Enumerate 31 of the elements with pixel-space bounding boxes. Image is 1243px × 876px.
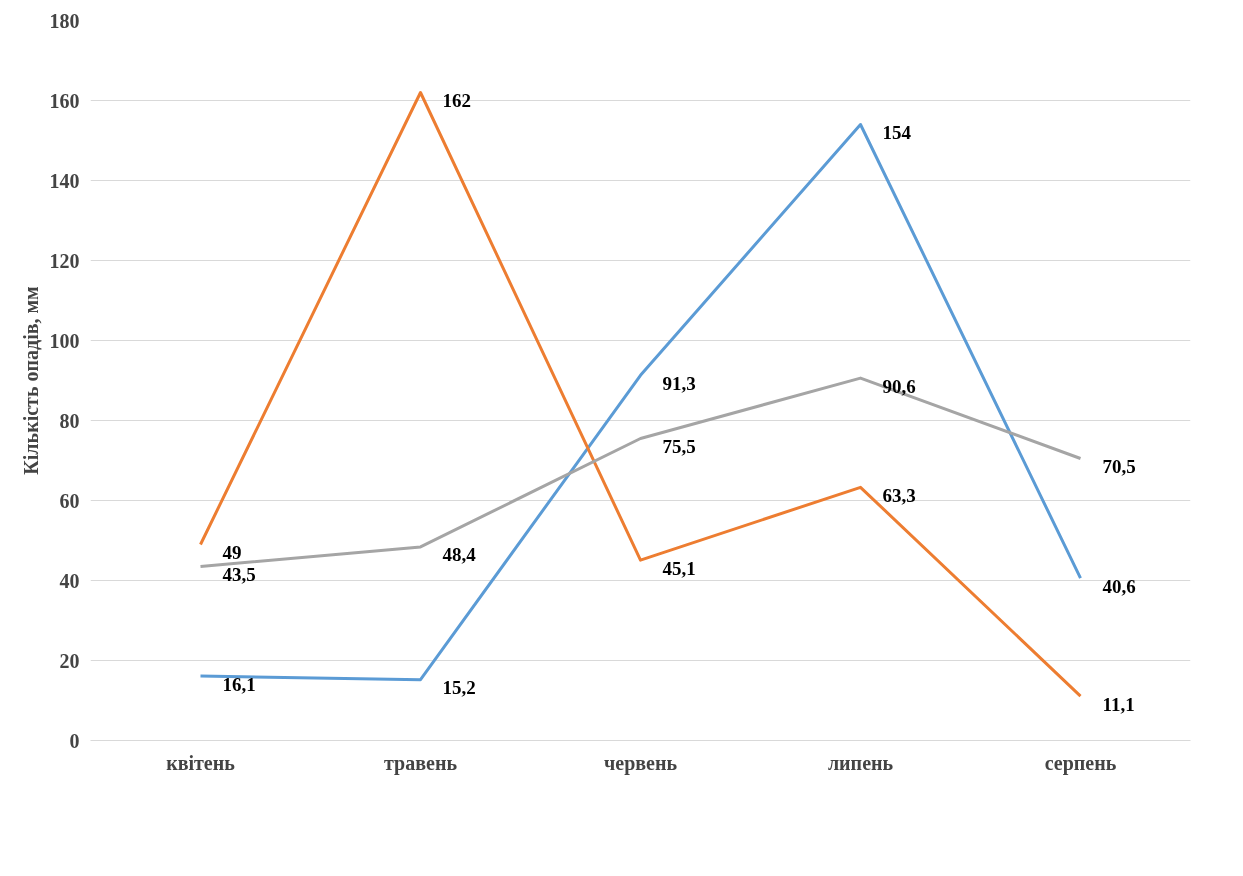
data-label: 63,3 xyxy=(882,484,916,506)
y-axis-title: Кількість опадів, мм xyxy=(19,286,42,475)
y-tick-label: 140 xyxy=(49,169,80,192)
data-label: 90,6 xyxy=(882,375,916,397)
x-tick-label: липень xyxy=(827,751,894,774)
x-tick-label: серпень xyxy=(1044,751,1117,775)
y-tick-label: 0 xyxy=(69,729,80,752)
x-tick-label: травень xyxy=(384,751,458,775)
data-label: 154 xyxy=(882,122,912,143)
data-label: 45,1 xyxy=(662,557,696,579)
y-tick-label: 100 xyxy=(49,329,80,352)
y-tick-label: 180 xyxy=(49,9,80,32)
data-label: 48,4 xyxy=(442,544,477,566)
y-tick-label: 80 xyxy=(59,409,80,432)
data-label: 70,5 xyxy=(1102,456,1136,477)
y-tick-label: 40 xyxy=(59,569,80,592)
data-label: 43,5 xyxy=(222,564,256,585)
y-tick-label: 20 xyxy=(59,649,80,672)
data-label: 40,6 xyxy=(1102,575,1136,597)
data-label: 49 xyxy=(222,542,242,563)
x-tick-label: квітень xyxy=(166,751,236,774)
data-label: 91,3 xyxy=(662,372,696,394)
data-label: 11,1 xyxy=(1102,693,1135,715)
y-tick-label: 60 xyxy=(59,489,80,512)
y-tick-label: 120 xyxy=(49,249,80,272)
x-tick-label: червень xyxy=(603,751,678,775)
data-label: 16,1 xyxy=(222,673,256,695)
y-tick-label: 160 xyxy=(49,89,80,112)
data-label: 162 xyxy=(442,90,471,111)
data-label: 75,5 xyxy=(662,436,696,457)
data-label: 15,2 xyxy=(442,677,476,699)
